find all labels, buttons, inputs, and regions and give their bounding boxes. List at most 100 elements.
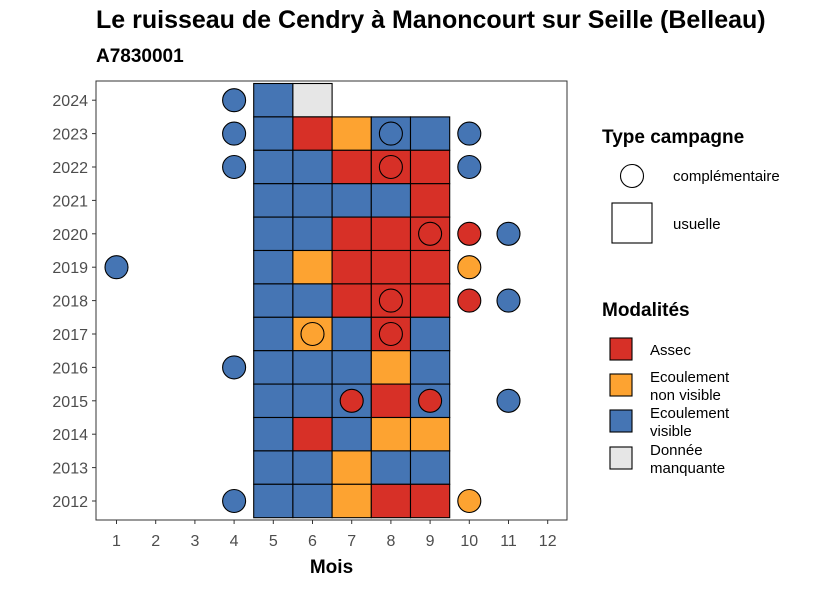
tile-2014-5 [253,416,294,452]
y-tick-label: 2023 [52,127,88,144]
point-2020-9 [418,221,443,246]
tile-2018-9 [409,283,451,318]
y-tick-label: 2013 [52,461,88,478]
tile-2022-5 [253,149,294,185]
legend-label-manquante-line2: manquante [650,460,725,477]
x-tick-label: 6 [308,533,317,550]
tile-2016-5 [253,350,294,385]
tile-2013-6 [292,450,333,485]
tile-2021-7 [331,183,372,218]
tile-2012-6 [292,483,333,519]
shape-legend-title: Type campagne [602,127,744,148]
tile-2019-8 [370,249,412,285]
tile-2019-9 [409,249,451,285]
tile-2017-9 [409,316,451,352]
point-2017-8 [378,321,403,347]
y-tick-label: 2014 [52,427,88,444]
tile-2023-6 [292,116,333,151]
point-2023-8 [378,121,403,146]
tile-2020-7 [331,216,372,252]
point-2018-10 [457,288,482,313]
point-2016-4 [222,355,247,380]
legend-square-swatch [611,202,653,244]
y-tick-label: 2016 [52,360,88,377]
point-2024-4 [222,88,247,113]
legend-label-usuelle: usuelle [673,216,721,233]
tile-2022-6 [292,149,333,185]
x-tick-label: 1 [112,533,121,550]
x-tick-label: 7 [347,533,356,550]
complementaire-points [104,88,521,514]
tile-2013-8 [370,450,412,485]
tile-2012-9 [409,483,451,519]
legend-circle-swatch [619,163,645,189]
point-2023-4 [222,121,247,146]
tile-2013-9 [409,450,451,485]
y-tick-label: 2018 [52,294,88,311]
tile-2024-6 [292,82,333,118]
point-2020-10 [457,221,482,246]
tile-2017-5 [253,316,294,352]
x-tick-label: 10 [460,533,478,550]
tile-2020-6 [292,216,333,252]
tile-2016-8 [370,350,412,385]
tile-2020-8 [370,216,412,252]
legend-label-visible: Ecoulement [650,405,730,422]
legend: Type campagne complémentaire usuelle Modali… [602,127,780,477]
tile-2018-7 [331,283,372,318]
point-2012-10 [457,488,482,514]
point-2019-10 [457,255,482,280]
point-2012-4 [222,488,247,514]
tile-2023-9 [409,116,451,151]
legend-label-nonvisible: Ecoulement [650,369,730,386]
x-tick-label: 4 [230,533,239,550]
tile-2015-5 [253,383,294,419]
y-tick-label: 2022 [52,160,88,177]
tile-2023-5 [253,116,294,151]
point-2015-7 [339,388,364,413]
tile-2013-7 [331,450,372,485]
point-2020-11 [496,221,521,246]
chart-subtitle: A7830001 [96,46,184,67]
legend-swatch-nonvisible [609,373,633,397]
legend-label-assec: Assec [650,342,691,359]
tile-2018-6 [292,283,333,318]
x-axis-title: Mois [310,557,353,578]
point-2015-11 [496,388,521,413]
tile-2014-8 [370,416,412,452]
point-2018-11 [496,288,521,313]
color-legend-title: Modalités [602,300,690,321]
tile-2020-5 [253,216,294,252]
point-2022-10 [457,154,482,180]
tile-2014-7 [331,416,372,452]
tile-2021-8 [370,183,412,218]
tile-2016-6 [292,350,333,385]
point-2015-9 [418,388,443,413]
tile-2016-9 [409,350,451,385]
tile-2014-6 [292,416,333,452]
tile-2021-5 [253,183,294,218]
tile-2024-5 [253,82,294,118]
tile-2021-6 [292,183,333,218]
point-2022-8 [378,154,403,180]
tile-2022-7 [331,149,372,185]
axes: 1 2 3 4 5 6 7 8 9 10 11 122012201320142015201620172… [52,93,556,578]
tile-2012-8 [370,483,412,519]
tile-2022-9 [409,149,451,185]
tile-2019-7 [331,249,372,285]
x-tick-label: 2 [151,533,160,550]
legend-swatch-manquante [609,446,633,470]
y-tick-label: 2012 [52,494,88,511]
x-tick-label: 9 [426,533,435,550]
x-tick-label: 5 [269,533,278,550]
y-tick-label: 2015 [52,394,88,411]
tile-2012-7 [331,483,372,519]
x-tick-label: 8 [386,533,395,550]
tile-2019-6 [292,249,333,285]
legend-swatch-visible [609,409,633,433]
point-2019-1 [104,255,129,280]
tile-2019-5 [253,249,294,285]
y-tick-label: 2020 [52,227,88,244]
tile-2021-9 [409,183,451,218]
legend-label-nonvisible-line2: non visible [650,387,721,404]
